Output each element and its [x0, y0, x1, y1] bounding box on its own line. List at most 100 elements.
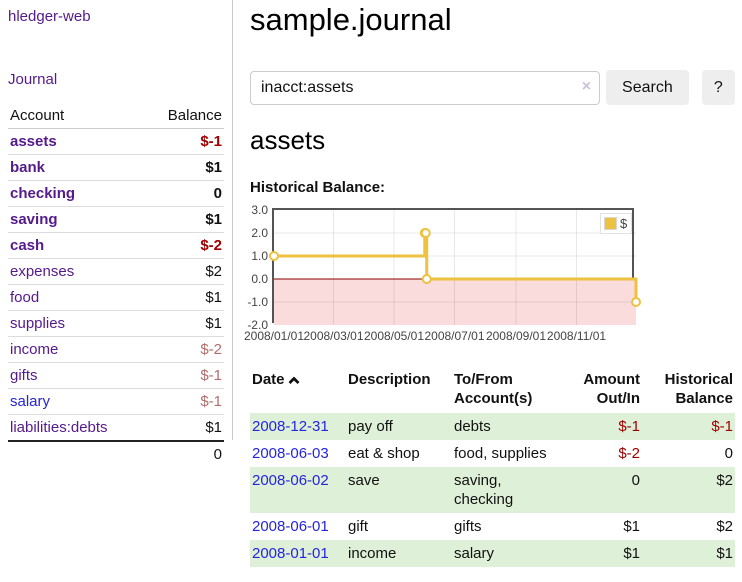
account-balance: $-2 [145, 336, 224, 363]
account-link-cash[interactable]: cash [10, 237, 45, 254]
legend-swatch [604, 217, 617, 230]
account-link-bank[interactable]: bank [10, 159, 46, 176]
txn-amount: $1 [623, 545, 640, 562]
clear-search-icon[interactable]: × [581, 77, 592, 95]
txn-accounts: salary [454, 545, 495, 562]
account-heading: assets [250, 125, 326, 155]
accounts-total-row: 0 [8, 440, 224, 467]
txn-description: pay off [348, 418, 393, 435]
txn-accounts: debts [454, 418, 491, 435]
txn-amount: $-2 [618, 445, 640, 462]
txn-amount: $1 [623, 518, 640, 535]
txn-balance: 0 [724, 445, 733, 462]
y-axis-tick-label: 0.0 [251, 272, 268, 286]
transactions-table: Date Description To/From Account(s) Amou… [250, 368, 735, 567]
account-link-liabilities-debts[interactable]: liabilities:debts [10, 419, 108, 436]
chevron-up-icon [287, 376, 300, 388]
txn-description: eat & shop [348, 445, 420, 462]
search-input[interactable] [250, 70, 601, 105]
txn-description: income [348, 545, 397, 562]
txn-accounts: saving, checking [454, 472, 514, 508]
account-row: saving $1 [8, 206, 224, 233]
y-axis-tick-label: -2.0 [247, 318, 268, 332]
x-axis-tick-label: 2008/11/01 [546, 329, 607, 343]
txn-balance: $2 [716, 518, 733, 535]
account-link-assets[interactable]: assets [10, 133, 57, 150]
account-link-salary[interactable]: salary [10, 393, 51, 410]
account-row: bank $1 [8, 154, 224, 181]
transaction-row: 2008-12-31 pay off debts $-1 $-1 [250, 413, 735, 440]
main-content: sample.journal × Search ? assets Histori… [244, 0, 735, 567]
account-row: supplies $1 [8, 310, 224, 337]
account-row: checking 0 [8, 180, 224, 207]
txn-accounts: food, supplies [454, 445, 547, 462]
help-button[interactable]: ? [701, 70, 735, 105]
txn-date-link[interactable]: 2008-06-01 [252, 518, 329, 535]
account-row: expenses $2 [8, 258, 224, 285]
accounts-total-spacer [8, 440, 146, 467]
account-balance: $-1 [145, 388, 224, 415]
y-axis-tick-label: -1.0 [247, 295, 268, 309]
account-row: gifts $-1 [8, 362, 224, 389]
transaction-row: 2008-06-02 save saving, checking 0 $2 [250, 467, 735, 513]
x-axis-tick-label: 2008/01/01 [243, 329, 305, 343]
txn-header-accounts: To/From Account(s) [454, 371, 533, 407]
txn-header-amount: Amount Out/In [583, 371, 640, 407]
accounts-header-account: Account [8, 104, 146, 129]
txn-date-link[interactable]: 2008-06-03 [252, 445, 329, 462]
txn-description: gift [348, 518, 369, 535]
account-balance: 0 [145, 180, 224, 207]
account-balance: $1 [145, 310, 224, 337]
txn-date-link[interactable]: 2008-06-02 [252, 472, 329, 489]
account-link-supplies[interactable]: supplies [10, 315, 66, 332]
txn-date-cell: 2008-01-01 [250, 540, 346, 567]
x-axis-tick-label: 2008/03/01 [303, 329, 364, 343]
y-axis-tick-label: 2.0 [251, 226, 268, 240]
transaction-row: 2008-06-03 eat & shop food, supplies $-2 0 [250, 440, 735, 467]
account-link-saving[interactable]: saving [10, 211, 58, 228]
x-axis-tick-label: 2008/09/01 [485, 329, 547, 343]
accounts-header-balance: Balance [145, 104, 224, 129]
y-axis-tick-label: 3.0 [251, 203, 268, 217]
txn-header-balance: Historical Balance [664, 371, 733, 407]
account-row: assets $-1 [8, 128, 224, 155]
txn-amount: 0 [631, 472, 640, 489]
txn-balance: $1 [716, 545, 733, 562]
txn-accounts: gifts [454, 518, 482, 535]
chart-plot [269, 208, 641, 325]
txn-amount: $-1 [618, 418, 640, 435]
account-balance: $-1 [145, 362, 224, 389]
legend-label: $ [620, 216, 628, 231]
account-link-expenses[interactable]: expenses [10, 263, 75, 280]
x-axis-tick-label: 2008/05/01 [363, 329, 425, 343]
account-balance: $2 [145, 258, 224, 285]
account-link-gifts[interactable]: gifts [10, 367, 38, 384]
txn-date-link[interactable]: 2008-12-31 [252, 418, 329, 435]
chart-legend: $ [600, 213, 633, 234]
accounts-total-value: 0 [145, 440, 224, 467]
txn-date-cell: 2008-12-31 [250, 413, 346, 440]
x-axis-tick-label: 2008/07/01 [424, 329, 485, 343]
account-balance: $1 [145, 414, 224, 442]
account-balance: $1 [145, 206, 224, 233]
account-row: salary $-1 [8, 388, 224, 415]
account-row: liabilities:debts $1 [8, 414, 224, 442]
account-balance: $-1 [145, 128, 224, 155]
txn-balance: $2 [716, 472, 733, 489]
account-row: income $-2 [8, 336, 224, 363]
txn-description: save [348, 472, 380, 489]
transaction-row: 2008-01-01 income salary $1 $1 [250, 540, 735, 567]
chart-title: Historical Balance: [250, 179, 386, 196]
txn-date-cell: 2008-06-02 [250, 467, 346, 513]
txn-header-date[interactable]: Date [250, 368, 346, 413]
transaction-row: 2008-06-01 gift gifts $1 $2 [250, 513, 735, 540]
txn-date-link[interactable]: 2008-01-01 [252, 545, 329, 562]
txn-header-description: Description [348, 371, 431, 388]
search-button[interactable]: Search [606, 70, 689, 105]
account-link-income[interactable]: income [10, 341, 59, 358]
app-title-link[interactable]: hledger-web [8, 8, 91, 25]
txn-date-cell: 2008-06-03 [250, 440, 346, 467]
account-link-checking[interactable]: checking [10, 185, 76, 202]
account-link-food[interactable]: food [10, 289, 40, 306]
sidebar-item-journal[interactable]: Journal [8, 71, 58, 88]
